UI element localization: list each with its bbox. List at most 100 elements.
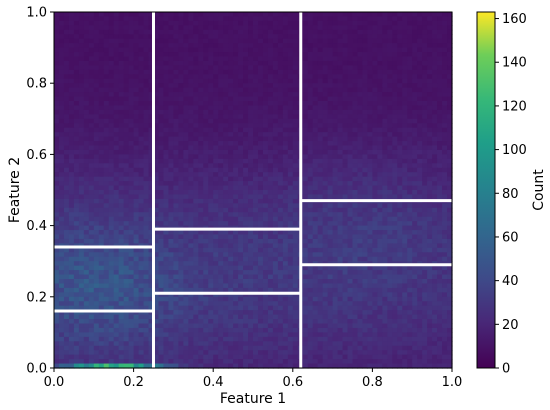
heatmap-cell — [347, 256, 354, 262]
heatmap-cell — [342, 176, 349, 182]
heatmap-cell — [317, 136, 324, 142]
heatmap-cell — [138, 123, 145, 129]
heatmap-cell — [68, 127, 75, 133]
heatmap-cell — [58, 256, 65, 262]
heatmap-cell — [168, 158, 174, 164]
heatmap-cell — [178, 38, 184, 44]
heatmap-cell — [98, 56, 105, 62]
heatmap-cell — [118, 136, 125, 142]
heatmap-cell — [208, 127, 214, 133]
heatmap-cell — [223, 101, 229, 107]
heatmap-cell — [382, 190, 388, 196]
heatmap-cell — [387, 114, 393, 120]
heatmap-cell — [437, 243, 443, 249]
heatmap-cell — [228, 69, 234, 75]
heatmap-cell — [292, 123, 299, 129]
heatmap-cell — [58, 158, 65, 164]
heatmap-cell — [123, 141, 130, 147]
heatmap-cell — [93, 190, 100, 196]
heatmap-cell — [113, 69, 120, 75]
heatmap-cell — [54, 149, 60, 155]
heatmap-cell — [347, 207, 354, 213]
heatmap-cell — [312, 149, 319, 155]
heatmap-cell — [397, 216, 403, 222]
heatmap-cell — [213, 69, 219, 75]
heatmap-cell — [103, 145, 110, 151]
heatmap-cell — [153, 198, 160, 204]
heatmap-cell — [317, 176, 324, 182]
heatmap-cell — [442, 185, 448, 191]
heatmap-cell — [243, 38, 249, 44]
heatmap-cell — [203, 256, 209, 262]
heatmap-cell — [377, 167, 383, 173]
heatmap-cell — [213, 56, 219, 62]
heatmap-cell — [88, 141, 95, 147]
heatmap-cell — [88, 203, 95, 209]
heatmap-cell — [73, 247, 80, 253]
heatmap-cell — [163, 105, 170, 111]
heatmap-cell — [362, 234, 369, 240]
heatmap-cell — [437, 123, 443, 129]
heatmap-cell — [342, 20, 349, 26]
heatmap-cell — [352, 69, 359, 75]
heatmap-cell — [163, 145, 170, 151]
heatmap-cell — [322, 230, 329, 236]
heatmap-cell — [372, 252, 378, 258]
heatmap-cell — [367, 60, 373, 66]
heatmap-cell — [442, 207, 448, 213]
heatmap-cell — [427, 203, 433, 209]
heatmap-cell — [382, 56, 388, 62]
heatmap-cell — [138, 114, 145, 120]
heatmap-cell — [73, 238, 80, 244]
heatmap-cell — [387, 123, 393, 129]
heatmap-cell — [402, 16, 408, 22]
heatmap-cell — [203, 221, 209, 227]
heatmap-cell — [133, 234, 140, 240]
heatmap-cell — [387, 167, 393, 173]
heatmap-cell — [292, 29, 299, 35]
heatmap-cell — [407, 47, 413, 53]
heatmap-cell — [158, 47, 165, 53]
heatmap-cell — [108, 270, 115, 276]
heatmap-cell — [148, 118, 155, 124]
heatmap-cell — [163, 243, 170, 249]
heatmap-cell — [148, 274, 155, 280]
heatmap-cell — [307, 29, 314, 35]
heatmap-cell — [188, 274, 194, 280]
heatmap-cell — [437, 256, 443, 262]
heatmap-cell — [248, 101, 254, 107]
heatmap-cell — [248, 145, 254, 151]
heatmap-cell — [372, 47, 378, 53]
heatmap-cell — [253, 279, 259, 285]
heatmap-cell — [198, 167, 204, 173]
heatmap-cell — [292, 274, 299, 280]
heatmap-cell — [422, 194, 428, 200]
heatmap-cell — [432, 154, 438, 160]
heatmap-cell — [223, 96, 229, 102]
heatmap-cell — [148, 109, 155, 115]
heatmap-cell — [83, 167, 90, 173]
heatmap-cell — [163, 261, 170, 267]
heatmap-cell — [218, 114, 224, 120]
heatmap-cell — [123, 163, 130, 169]
heatmap-cell — [108, 225, 115, 231]
heatmap-cell — [88, 176, 95, 182]
heatmap-cell — [228, 190, 234, 196]
heatmap-cell — [302, 47, 309, 53]
heatmap-cell — [332, 141, 339, 147]
heatmap-cell — [397, 38, 403, 44]
heatmap-cell — [327, 25, 334, 31]
heatmap-cell — [317, 65, 324, 71]
heatmap-cell — [362, 163, 369, 169]
heatmap-cell — [63, 207, 70, 213]
heatmap-cell — [213, 145, 219, 151]
heatmap-cell — [262, 78, 269, 84]
heatmap-cell — [78, 234, 85, 240]
heatmap-cell — [178, 270, 184, 276]
heatmap-cell — [173, 127, 179, 133]
heatmap-cell — [352, 230, 359, 236]
heatmap-cell — [262, 96, 269, 102]
heatmap-cell — [243, 163, 249, 169]
heatmap-cell — [233, 274, 239, 280]
heatmap-cell — [148, 163, 155, 169]
